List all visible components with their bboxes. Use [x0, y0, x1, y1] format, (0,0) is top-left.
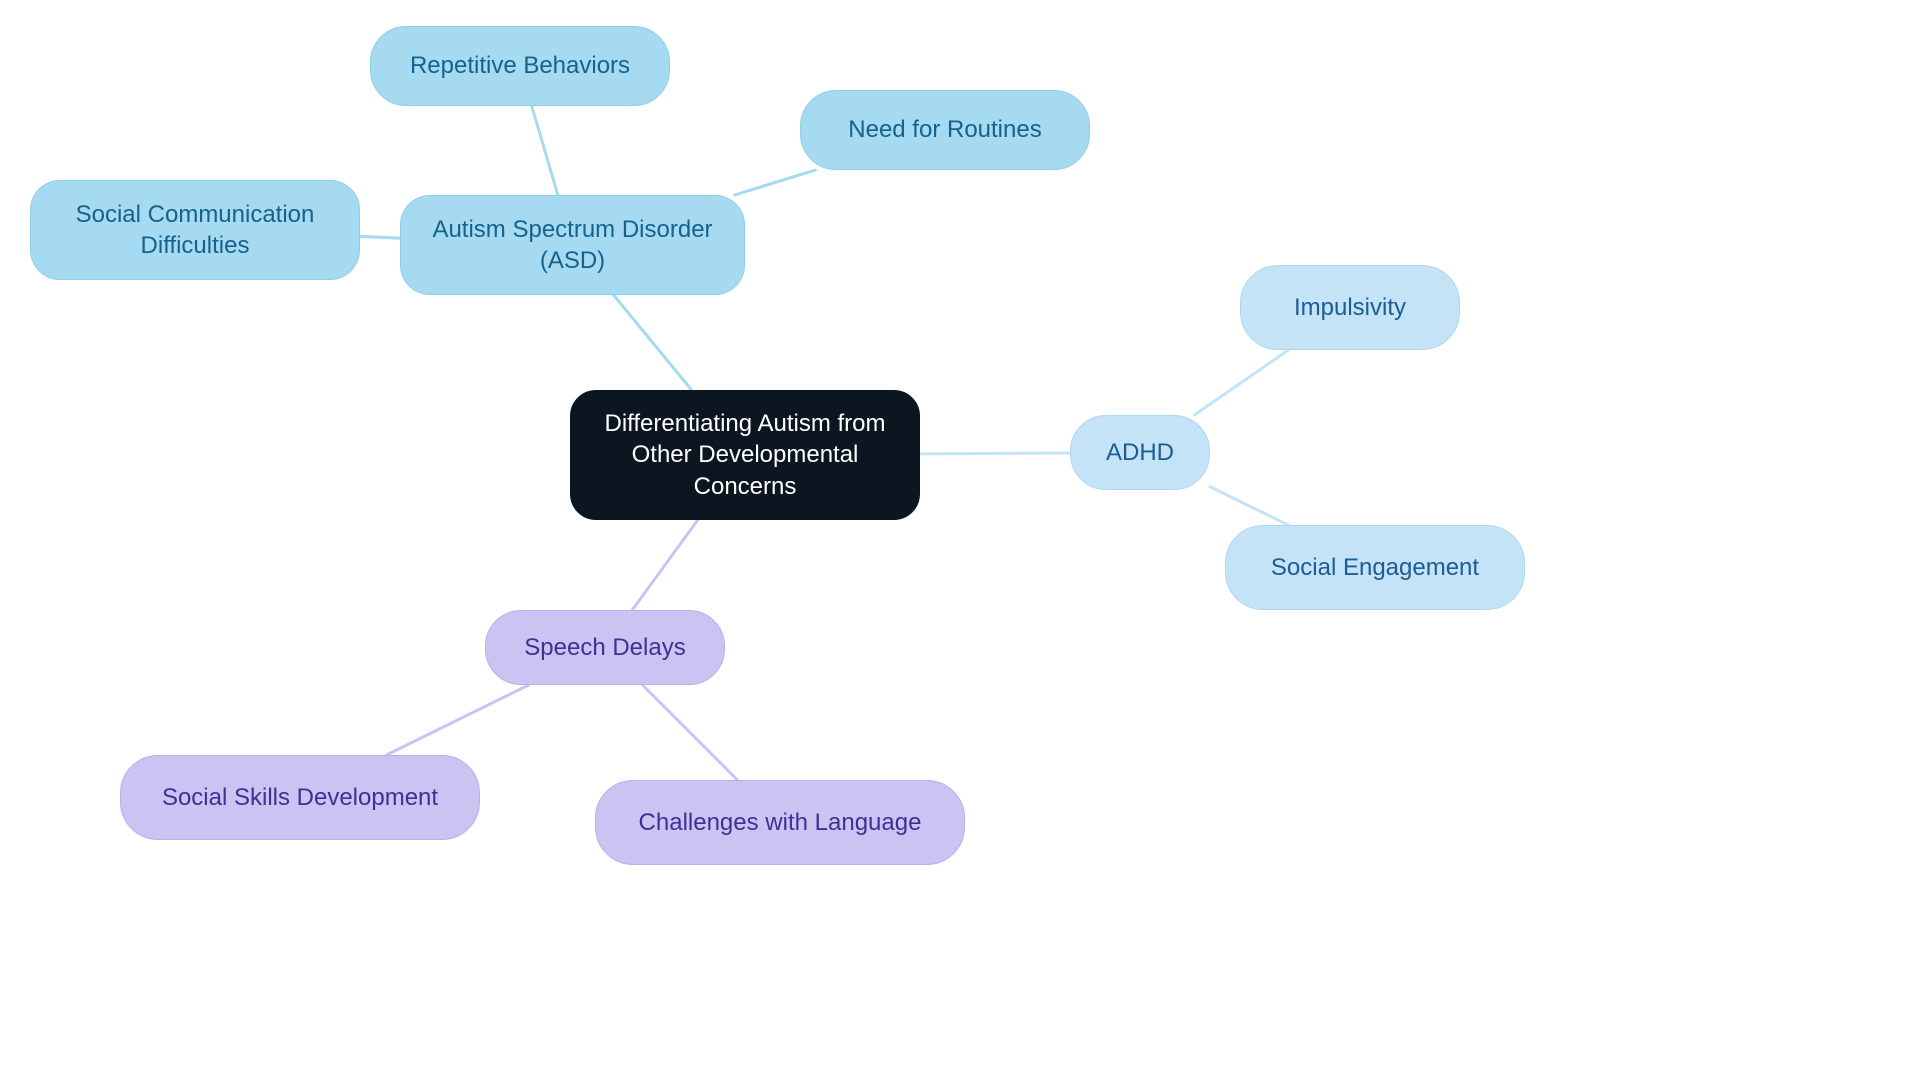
- node-adhd: ADHD: [1070, 415, 1210, 490]
- node-center: Differentiating Autism from Other Develo…: [570, 390, 920, 520]
- node-label: Social Skills Development: [162, 782, 438, 813]
- edge: [643, 685, 738, 780]
- node-label: Repetitive Behaviors: [410, 50, 630, 81]
- node-label: ADHD: [1106, 437, 1174, 468]
- edge: [1194, 350, 1288, 415]
- edge: [360, 237, 400, 239]
- edge: [632, 520, 697, 610]
- node-social-skills: Social Skills Development: [120, 755, 480, 840]
- mindmap-canvas: Differentiating Autism from Other Develo…: [0, 0, 1920, 1083]
- edge: [920, 453, 1070, 454]
- node-lang: Challenges with Language: [595, 780, 965, 865]
- node-impulsivity: Impulsivity: [1240, 265, 1460, 350]
- edge: [386, 685, 528, 755]
- node-label: Differentiating Autism from Other Develo…: [595, 408, 895, 502]
- node-label: Need for Routines: [848, 114, 1041, 145]
- edge: [532, 106, 558, 195]
- node-social-comm: Social Communication Difficulties: [30, 180, 360, 280]
- node-label: Speech Delays: [524, 632, 685, 663]
- node-routines: Need for Routines: [800, 90, 1090, 170]
- node-repetitive: Repetitive Behaviors: [370, 26, 670, 106]
- node-label: Autism Spectrum Disorder (ASD): [425, 214, 720, 276]
- node-social-eng: Social Engagement: [1225, 525, 1525, 610]
- node-asd: Autism Spectrum Disorder (ASD): [400, 195, 745, 295]
- edge: [614, 295, 692, 390]
- node-label: Challenges with Language: [639, 807, 922, 838]
- node-label: Impulsivity: [1294, 292, 1406, 323]
- edge: [734, 170, 815, 195]
- node-speech: Speech Delays: [485, 610, 725, 685]
- edge: [1210, 487, 1288, 525]
- node-label: Social Engagement: [1271, 552, 1479, 583]
- node-label: Social Communication Difficulties: [55, 199, 335, 261]
